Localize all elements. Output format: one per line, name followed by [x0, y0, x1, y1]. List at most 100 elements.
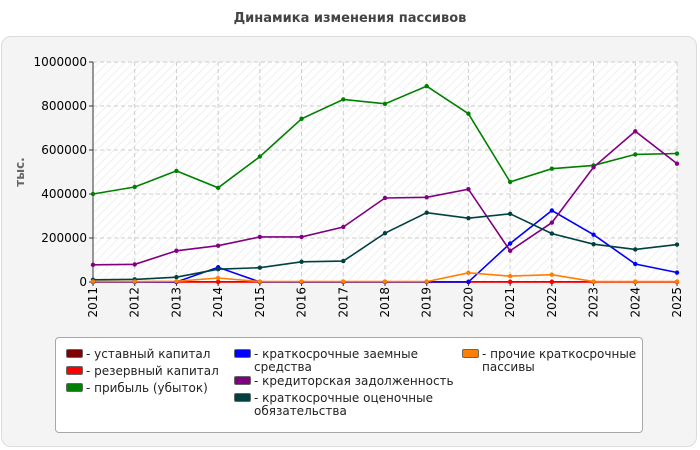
- data-point: [633, 152, 638, 157]
- data-point: [591, 232, 596, 237]
- data-point: [507, 279, 513, 285]
- data-point: [424, 210, 429, 215]
- y-tick-label: 0: [79, 275, 87, 289]
- data-point: [507, 211, 513, 216]
- legend-swatch: [66, 349, 83, 358]
- data-point: [382, 230, 388, 236]
- data-point: [90, 279, 96, 284]
- chart-title: Динамика изменения пассивов: [233, 11, 467, 26]
- legend-label-line: - краткосрочные заемные: [254, 347, 418, 361]
- legend-label: - краткосрочные оценочные обязательства: [254, 392, 433, 418]
- legend-label-line: - уставный капитал: [86, 347, 211, 361]
- legend-label-line: средства: [254, 360, 312, 374]
- data-point: [424, 84, 429, 89]
- legend-label: - прочие краткосрочные пассивы: [482, 348, 636, 374]
- data-point: [466, 186, 471, 192]
- data-point: [341, 258, 346, 264]
- data-point: [633, 261, 638, 267]
- data-point: [215, 279, 221, 285]
- legend-swatch: [66, 383, 83, 392]
- x-tick-label: 2021: [503, 287, 517, 318]
- data-point: [257, 154, 263, 159]
- data-point: [466, 216, 471, 221]
- y-tick-label: 400000: [41, 187, 87, 201]
- x-tick-label: 2011: [86, 287, 100, 318]
- data-point: [424, 195, 429, 200]
- data-point: [382, 279, 388, 284]
- data-point: [633, 279, 638, 284]
- data-point: [549, 272, 555, 277]
- data-point: [549, 166, 555, 171]
- data-point: [174, 279, 179, 284]
- data-point: [299, 116, 304, 121]
- legend-label: - кредиторская задолженность: [254, 375, 454, 388]
- data-point: [90, 191, 96, 197]
- legend-swatch: [462, 349, 479, 358]
- legend-swatch: [234, 376, 251, 385]
- x-tick-label: 2014: [211, 287, 225, 318]
- legend-swatch: [66, 366, 83, 375]
- legend-label-line: обязательства: [254, 404, 347, 418]
- data-point: [132, 279, 137, 284]
- data-point: [549, 220, 555, 225]
- data-point: [90, 262, 96, 268]
- data-point: [674, 242, 680, 247]
- data-point: [257, 265, 263, 270]
- data-point: [299, 234, 304, 240]
- data-point: [591, 241, 596, 247]
- data-point: [424, 279, 429, 284]
- x-tick-label: 2018: [378, 287, 392, 318]
- data-point: [507, 273, 513, 279]
- data-point: [174, 168, 179, 174]
- y-tick-label: 600000: [41, 143, 87, 157]
- x-tick-label: 2013: [169, 287, 183, 318]
- data-point: [299, 259, 304, 264]
- data-point: [549, 231, 555, 236]
- data-point: [466, 111, 471, 116]
- legend-label-line: - прибыль (убыток): [86, 381, 208, 395]
- data-point: [341, 97, 346, 102]
- legend-label: - резервный капитал: [86, 365, 219, 378]
- data-point: [674, 151, 680, 156]
- x-tick-label: 2024: [628, 287, 642, 318]
- data-point: [507, 248, 513, 253]
- y-tick-label: 800000: [41, 99, 87, 113]
- data-point: [257, 234, 263, 240]
- data-point: [215, 267, 221, 272]
- legend-swatch: [234, 393, 251, 402]
- x-tick-label: 2017: [336, 287, 350, 318]
- legend-label-line: - резервный капитал: [86, 364, 219, 378]
- data-point: [633, 129, 638, 134]
- data-point: [674, 270, 680, 275]
- data-point: [382, 101, 388, 107]
- data-point: [215, 243, 221, 248]
- x-tick-label: 2023: [587, 287, 601, 318]
- data-point: [674, 279, 680, 284]
- data-point: [633, 247, 638, 252]
- legend-label-line: - кредиторская задолженность: [254, 374, 454, 388]
- data-point: [132, 184, 137, 190]
- data-point: [215, 185, 221, 191]
- data-point: [174, 248, 179, 253]
- legend-swatch: [234, 349, 251, 358]
- x-tick-label: 2025: [670, 287, 684, 318]
- data-point: [466, 279, 471, 285]
- data-point: [341, 224, 346, 230]
- data-point: [507, 179, 513, 185]
- data-point: [549, 279, 555, 285]
- legend-label: - краткосрочные заемные средства: [254, 348, 418, 374]
- legend-label: - уставный капитал: [86, 348, 210, 361]
- legend: - уставный капитал - резервный капитал - п…: [55, 337, 643, 433]
- x-tick-label: 2016: [295, 287, 309, 318]
- data-point: [591, 279, 596, 284]
- x-tick-label: 2019: [420, 287, 434, 318]
- data-point: [549, 208, 555, 213]
- y-tick-label: 1000000: [34, 55, 87, 69]
- data-point: [132, 262, 137, 267]
- y-axis-label: тыс.: [13, 157, 27, 186]
- tick-labels: 0 200000 400000 600000 800000 1000000 2011 2012…: [34, 55, 684, 318]
- x-tick-label: 2020: [461, 287, 475, 318]
- x-tick-label: 2015: [253, 287, 267, 318]
- data-points: [90, 84, 680, 285]
